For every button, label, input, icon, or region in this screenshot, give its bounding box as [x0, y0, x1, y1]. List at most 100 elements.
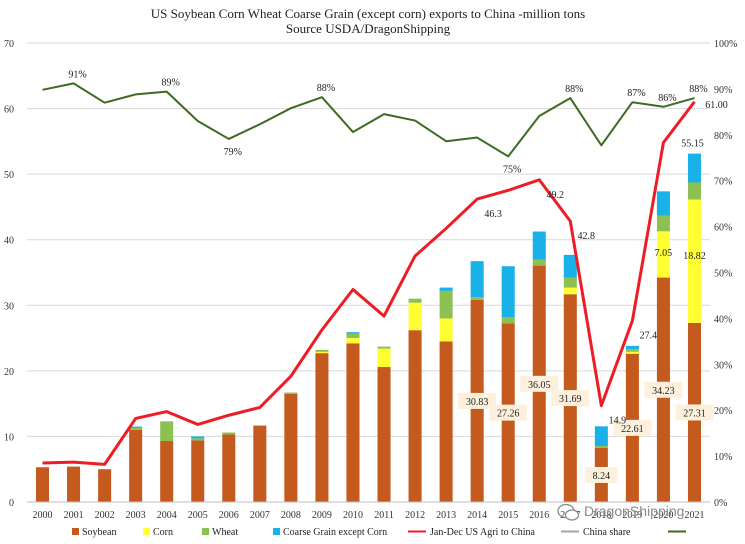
bar-coarse-grain — [563, 254, 577, 278]
bar-corn — [377, 348, 391, 367]
line-label-share: 75% — [503, 164, 521, 175]
bar-coarse-grain — [687, 153, 701, 183]
line-china-share — [42, 82, 695, 158]
x-tick-label: 2013 — [436, 510, 456, 521]
legend-label: Jan-Dec US Agri to China — [430, 527, 536, 538]
y-tick-label: 50 — [4, 170, 14, 181]
x-tick-label: 2003 — [126, 510, 146, 521]
x-tick-label: 2019 — [622, 510, 642, 521]
bar-soybean — [253, 425, 267, 502]
x-tick-label: 2015 — [498, 510, 518, 521]
x-tick-label: 2001 — [64, 510, 84, 521]
legend-label: Soybean — [82, 527, 116, 538]
bar-corn — [439, 318, 453, 342]
bar-wheat — [501, 317, 515, 324]
watermark-text: DragonShipping — [584, 503, 684, 519]
bar-wheat — [470, 297, 484, 300]
bar-label-bg — [675, 404, 714, 421]
watermark: DragonShipping — [557, 503, 684, 521]
x-tick-label: 2014 — [467, 510, 487, 521]
bar-soybean — [346, 343, 360, 502]
legend-swatch — [143, 528, 150, 535]
bar-label-bg — [489, 404, 528, 421]
bar-soybean — [284, 393, 298, 502]
bar-soybean — [222, 434, 236, 502]
bar-label-soybean: 30.83 — [466, 397, 489, 408]
bar-wheat — [160, 421, 174, 442]
bar-label-bg — [458, 392, 497, 409]
bar-wheat — [594, 446, 608, 448]
y-axis-right: 0% 10% 20% 30% 40% 50% 60% 70% 80% 90% 100% — [714, 39, 737, 509]
legend-swatch — [202, 528, 209, 535]
bar-corn — [346, 338, 360, 344]
bar-coarse-grain — [501, 266, 515, 318]
bar-corn — [408, 302, 422, 331]
x-tick-label: 2011 — [374, 510, 394, 521]
y-tick-label: 0 — [9, 498, 14, 509]
line-label-share: 86% — [658, 93, 676, 104]
bar-soybean — [67, 466, 81, 502]
legend-swatch — [72, 528, 79, 535]
x-tick-label: 2009 — [312, 510, 332, 521]
bar-label-bg — [644, 381, 683, 398]
bar-wheat — [222, 432, 236, 435]
x-tick-label: 2005 — [188, 510, 208, 521]
bar-wheat — [315, 349, 329, 352]
line-agri-to-china — [42, 100, 696, 466]
bar-label-soybean: 36.05 — [528, 380, 551, 391]
y-tick-label: 10 — [4, 432, 14, 443]
y2-tick-label: 0% — [714, 498, 727, 509]
bar-label-soybean: 31.69 — [559, 394, 582, 405]
legend-label: Coarse Grain except Corn — [283, 527, 387, 538]
bar-soybean — [36, 467, 50, 502]
bar-wheat — [439, 290, 453, 319]
bar-label-soybean: 27.31 — [683, 408, 706, 419]
y2-tick-label: 40% — [714, 314, 732, 325]
y2-tick-label: 30% — [714, 360, 732, 371]
bar-soybean — [160, 441, 174, 502]
bar-coarse-grain — [470, 261, 484, 298]
bar-label-soybean: 27.26 — [497, 409, 520, 420]
x-tick-label: 2016 — [529, 510, 549, 521]
bar-soybean — [191, 440, 205, 502]
bar-wheat — [656, 215, 670, 232]
legend: Soybean Corn Wheat Coarse Grain except Corn… — [72, 527, 686, 538]
bars — [36, 153, 701, 502]
line-label-agri: 14.9 — [609, 416, 627, 427]
bar-coarse-grain — [625, 345, 639, 350]
bar-soybean — [129, 429, 143, 502]
line-label-share: 79% — [224, 147, 242, 158]
y-axis-left: 0 10 20 30 40 50 60 70 — [4, 39, 14, 509]
bar-wheat — [284, 392, 298, 394]
line-label-share: 88% — [689, 84, 707, 95]
bar-wheat — [687, 182, 701, 200]
line-label-agri: 61.00 — [705, 100, 728, 111]
chart-title: US Soybean Corn Wheat Coarse Grain (exce… — [151, 6, 585, 21]
line-label-share: 89% — [162, 78, 180, 89]
bar-wheat — [346, 333, 360, 339]
bar-corn — [625, 351, 639, 354]
bar-label-total: 55.15 — [681, 139, 704, 150]
legend-label: China share — [583, 527, 631, 538]
bar-soybean — [98, 469, 112, 502]
x-tick-label: 2007 — [250, 510, 270, 521]
y2-tick-label: 90% — [714, 85, 732, 96]
x-tick-label: 2008 — [281, 510, 301, 521]
bar-coarse-grain — [346, 332, 360, 334]
y-tick-label: 20 — [4, 367, 14, 378]
bar-corn — [656, 231, 670, 278]
legend-label: Corn — [153, 527, 173, 538]
bar-wheat — [625, 349, 639, 352]
bar-coarse-grain — [439, 287, 453, 291]
bar-wheat — [377, 346, 391, 349]
line-label-agri: 49.2 — [547, 190, 565, 201]
y2-tick-label: 10% — [714, 452, 732, 463]
y-tick-label: 30 — [4, 301, 14, 312]
line-label-share: 88% — [565, 84, 583, 95]
bar-label-soybean: 34.23 — [652, 386, 675, 397]
data-labels: 30.83 27.26 36.05 31.69 8.24 22.61 34.23 27.31 7… — [68, 69, 728, 483]
bar-label-soybean: 22.61 — [621, 424, 644, 435]
bar-coarse-grain — [129, 426, 143, 428]
bar-wheat — [563, 277, 577, 288]
